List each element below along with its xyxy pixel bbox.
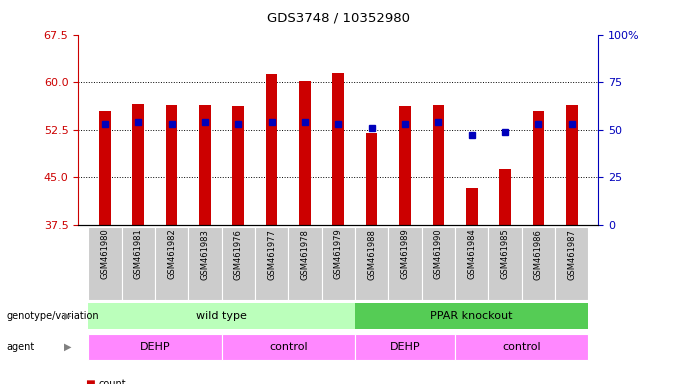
Bar <box>355 227 388 300</box>
Text: control: control <box>269 341 307 352</box>
Bar <box>188 227 222 300</box>
Text: genotype/variation: genotype/variation <box>7 311 99 321</box>
Bar <box>532 111 544 225</box>
Bar <box>266 74 277 225</box>
Text: GSM461976: GSM461976 <box>234 229 243 280</box>
Text: GDS3748 / 10352980: GDS3748 / 10352980 <box>267 12 410 25</box>
Bar <box>322 227 355 300</box>
Bar <box>233 106 244 225</box>
Bar <box>288 227 322 300</box>
Bar <box>255 227 288 300</box>
Text: GSM461977: GSM461977 <box>267 229 276 280</box>
Bar <box>166 105 177 225</box>
Text: GSM461980: GSM461980 <box>101 229 109 280</box>
Bar <box>466 188 477 225</box>
Text: GSM461985: GSM461985 <box>500 229 509 280</box>
Text: PPAR knockout: PPAR knockout <box>430 311 513 321</box>
Bar <box>88 334 222 359</box>
Text: GSM461982: GSM461982 <box>167 229 176 280</box>
Bar <box>566 105 577 225</box>
Text: count: count <box>99 379 126 384</box>
Text: GSM461979: GSM461979 <box>334 229 343 280</box>
Text: ▶: ▶ <box>64 341 71 352</box>
Bar <box>222 334 355 359</box>
Text: ■: ■ <box>85 379 95 384</box>
Text: GSM461989: GSM461989 <box>401 229 409 280</box>
Text: GSM461990: GSM461990 <box>434 229 443 280</box>
Bar <box>88 303 355 329</box>
Bar <box>488 227 522 300</box>
Bar <box>333 73 344 225</box>
Text: GSM461988: GSM461988 <box>367 229 376 280</box>
Bar <box>455 227 488 300</box>
Text: GSM461984: GSM461984 <box>467 229 476 280</box>
Text: ▶: ▶ <box>64 311 71 321</box>
Bar <box>222 227 255 300</box>
Bar <box>422 227 455 300</box>
Bar <box>522 227 555 300</box>
Bar <box>88 227 122 300</box>
Bar <box>388 227 422 300</box>
Bar <box>499 169 511 225</box>
Text: GSM461987: GSM461987 <box>567 229 576 280</box>
Bar <box>155 227 188 300</box>
Bar <box>555 227 588 300</box>
Bar <box>355 334 455 359</box>
Bar <box>199 105 211 225</box>
Bar <box>366 133 377 225</box>
Bar <box>122 227 155 300</box>
Text: DEHP: DEHP <box>390 341 420 352</box>
Text: GSM461981: GSM461981 <box>134 229 143 280</box>
Bar <box>299 81 311 225</box>
Bar <box>399 106 411 225</box>
Bar <box>432 105 444 225</box>
Text: GSM461986: GSM461986 <box>534 229 543 280</box>
Text: control: control <box>503 341 541 352</box>
Bar <box>355 303 588 329</box>
Bar <box>133 104 144 225</box>
Text: wild type: wild type <box>196 311 247 321</box>
Text: DEHP: DEHP <box>139 341 170 352</box>
Bar <box>99 111 111 225</box>
Text: GSM461983: GSM461983 <box>201 229 209 280</box>
Text: GSM461978: GSM461978 <box>301 229 309 280</box>
Text: agent: agent <box>7 341 35 352</box>
Bar <box>455 334 588 359</box>
